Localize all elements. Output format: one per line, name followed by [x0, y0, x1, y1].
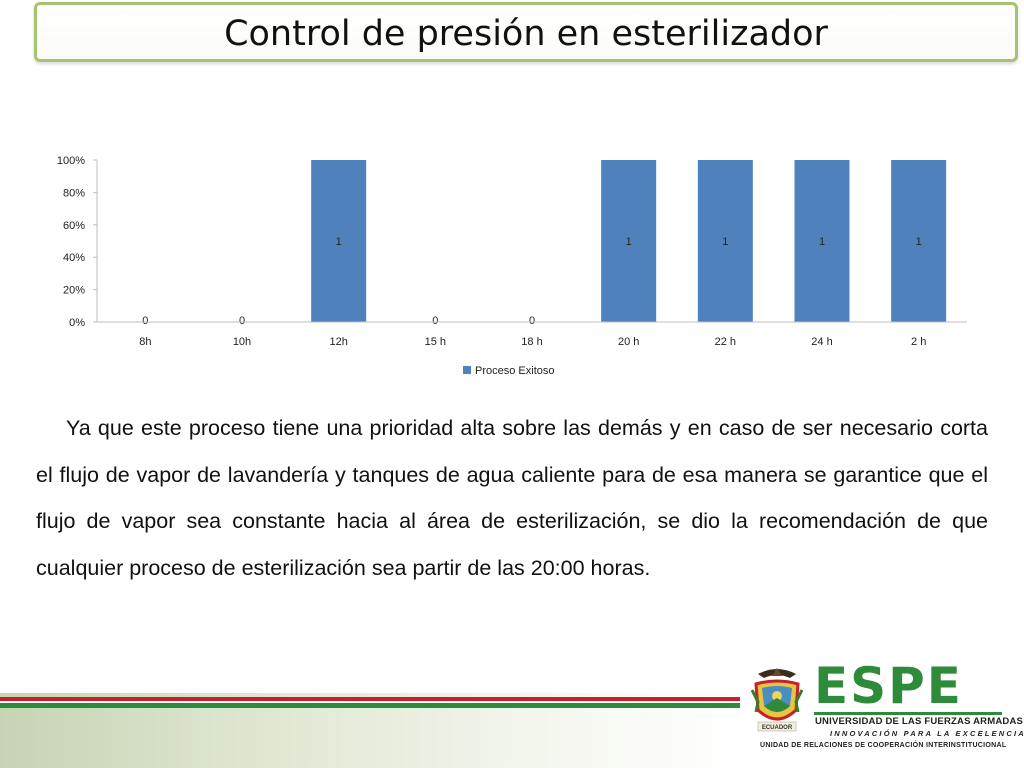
- seal-label: ECUADOR: [762, 725, 793, 731]
- y-tick-label: 0%: [69, 317, 85, 329]
- data-label: 1: [916, 236, 922, 248]
- legend-label: Proceso Exitoso: [475, 365, 554, 377]
- x-tick-label: 15 h: [425, 336, 446, 348]
- x-tick-label: 20 h: [618, 336, 639, 348]
- bar: [311, 160, 367, 322]
- espe-wordmark: ESPE: [814, 657, 963, 715]
- university-motto: INNOVACIÓN PARA LA EXCELENCIA: [830, 729, 1024, 738]
- data-label: 1: [722, 236, 728, 248]
- seal-icon: ECUADOR: [750, 668, 804, 732]
- slide-title: Control de presión en esterilizador: [224, 14, 828, 54]
- body-paragraph: Ya que este proceso tiene una prioridad …: [36, 416, 988, 580]
- bar: [697, 160, 753, 322]
- data-label: 1: [819, 236, 825, 248]
- data-label: 0: [239, 315, 245, 327]
- x-tick-label: 12h: [329, 336, 347, 348]
- x-tick-label: 24 h: [811, 336, 832, 348]
- y-tick-label: 20%: [63, 285, 85, 297]
- data-label: 0: [529, 315, 535, 327]
- x-tick-label: 18 h: [521, 336, 542, 348]
- bar: [601, 160, 657, 322]
- x-tick-label: 10h: [233, 336, 251, 348]
- footer-stripe-white: [0, 701, 740, 703]
- x-tick-label: 2 h: [911, 336, 926, 348]
- legend-swatch: [463, 366, 471, 374]
- footer-stripe-green: [0, 703, 740, 708]
- espe-logo: ECUADOR ESPE UNIVERSIDAD DE LAS FUERZAS …: [742, 656, 1024, 756]
- data-label: 1: [626, 236, 632, 248]
- bar-chart: 0% 20% 40% 60% 80% 100% 0 8h 0 10h 1 12h 0 15 h 0 18 h 1…: [57, 155, 967, 377]
- bar: [794, 160, 850, 322]
- data-label: 0: [142, 315, 148, 327]
- x-tick-label: 8h: [139, 336, 151, 348]
- unit-name: UNIDAD DE RELACIONES DE COOPERACIÓN INTE…: [760, 742, 1007, 749]
- y-tick-label: 60%: [63, 220, 85, 232]
- data-label: 0: [432, 315, 438, 327]
- y-tick-label: 80%: [63, 187, 85, 199]
- university-name: UNIVERSIDAD DE LAS FUERZAS ARMADAS: [815, 716, 1024, 727]
- y-tick-label: 100%: [57, 155, 85, 167]
- footer-stripe-red: [0, 697, 740, 701]
- x-tick-label: 22 h: [715, 336, 736, 348]
- bar: [891, 160, 947, 322]
- espe-underline: [814, 712, 1002, 715]
- data-label: 1: [336, 236, 342, 248]
- title-box: Control de presión en esterilizador: [34, 2, 1018, 62]
- y-tick-label: 40%: [63, 252, 85, 264]
